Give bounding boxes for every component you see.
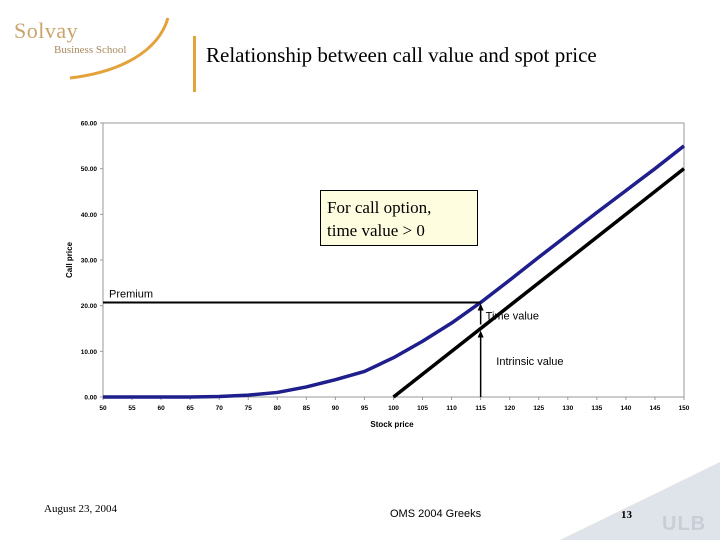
x-tick-label: 125	[533, 405, 544, 412]
time-value-label: Time value	[486, 310, 539, 322]
title-accent-bar	[193, 36, 196, 92]
y-tick-label: 60.00	[81, 121, 98, 128]
page-number: 13	[621, 509, 632, 521]
intrinsic-value-arrowhead	[477, 330, 484, 338]
x-tick-label: 150	[679, 405, 690, 412]
x-axis-label: Stock price	[370, 420, 414, 429]
x-tick-label: 75	[245, 405, 253, 412]
logo-subtitle: Business School	[54, 44, 127, 56]
x-tick-label: 65	[187, 405, 195, 412]
x-tick-label: 105	[417, 405, 428, 412]
logo-name: Solvay	[14, 18, 79, 43]
footer-date: August 23, 2004	[44, 503, 118, 515]
x-tick-label: 85	[303, 405, 311, 412]
x-tick-label: 120	[504, 405, 515, 412]
intrinsic-value-label: Intrinsic value	[496, 356, 563, 368]
y-tick-label: 0.00	[84, 395, 97, 402]
x-axis-ticks: 50 55 60 65 70 75 80 85 90 95 100 105 110 115 120 125 13…	[99, 397, 690, 412]
ulb-logo: ULB	[662, 513, 707, 535]
y-tick-label: 50.00	[81, 166, 98, 173]
x-tick-label: 95	[361, 405, 369, 412]
footer-course: OMS 2004 Greeks	[390, 508, 482, 520]
y-axis-label: Call price	[65, 241, 74, 278]
y-tick-label: 30.00	[81, 258, 98, 265]
logo-swoosh	[69, 17, 170, 80]
x-tick-label: 135	[591, 405, 602, 412]
x-tick-label: 60	[157, 405, 165, 412]
callout-line-2: time value > 0	[327, 221, 425, 240]
slide-title: Relationship between call value and spot…	[206, 43, 597, 67]
y-tick-label: 40.00	[81, 212, 98, 219]
x-tick-label: 110	[446, 405, 457, 412]
x-tick-label: 100	[388, 405, 399, 412]
x-tick-label: 90	[332, 405, 340, 412]
x-tick-label: 70	[216, 405, 224, 412]
call-value-curve	[103, 144, 686, 399]
y-tick-label: 10.00	[81, 349, 98, 356]
x-tick-label: 80	[274, 405, 282, 412]
x-tick-label: 140	[620, 405, 631, 412]
solvay-logo: Solvay Business School	[0, 0, 190, 90]
x-tick-label: 50	[99, 405, 107, 412]
premium-label: Premium	[109, 288, 153, 300]
callout-box: For call option, time value > 0	[320, 190, 478, 246]
time-value-arrowhead	[477, 303, 484, 311]
series-layer	[103, 144, 686, 399]
y-axis-ticks: 0.00 10.00 20.00 30.00 40.00 50.00 60.00	[81, 121, 103, 402]
x-tick-label: 145	[650, 405, 661, 412]
annotation-layer: Premium Time value Intrinsic value	[103, 288, 564, 397]
x-tick-label: 130	[562, 405, 573, 412]
x-tick-label: 55	[128, 405, 136, 412]
y-tick-label: 20.00	[81, 303, 98, 310]
callout-line-1: For call option,	[327, 198, 432, 217]
intrinsic-value-line	[392, 167, 686, 399]
x-tick-label: 115	[475, 405, 486, 412]
